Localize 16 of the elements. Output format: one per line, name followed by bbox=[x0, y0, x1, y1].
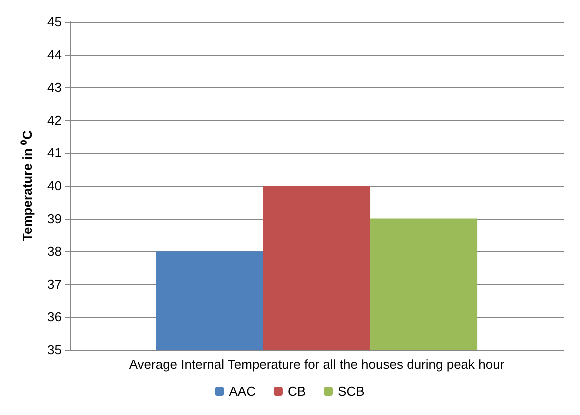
y-tick-label: 41 bbox=[48, 146, 62, 161]
y-tick-label: 35 bbox=[48, 342, 62, 358]
y-tick-label: 43 bbox=[48, 80, 62, 96]
legend-label: SCB bbox=[338, 384, 365, 399]
y-tick-label: 39 bbox=[48, 211, 62, 226]
y-tick-label: 37 bbox=[48, 276, 62, 292]
y-tick-label: 36 bbox=[48, 310, 62, 325]
x-tick-label: Average Internal Temperature for all the houses during peak hour bbox=[129, 357, 506, 372]
y-tick-label: 45 bbox=[48, 14, 62, 30]
y-axis-title: Temperature in ⁰C bbox=[20, 130, 35, 242]
y-tick-label: 38 bbox=[48, 244, 62, 260]
y-tick-label: 40 bbox=[48, 178, 62, 194]
y-tick-label: 42 bbox=[48, 112, 62, 128]
legend-label: AAC bbox=[229, 384, 256, 399]
legend-label: CB bbox=[288, 384, 306, 399]
y-tick-label: 44 bbox=[48, 47, 62, 62]
